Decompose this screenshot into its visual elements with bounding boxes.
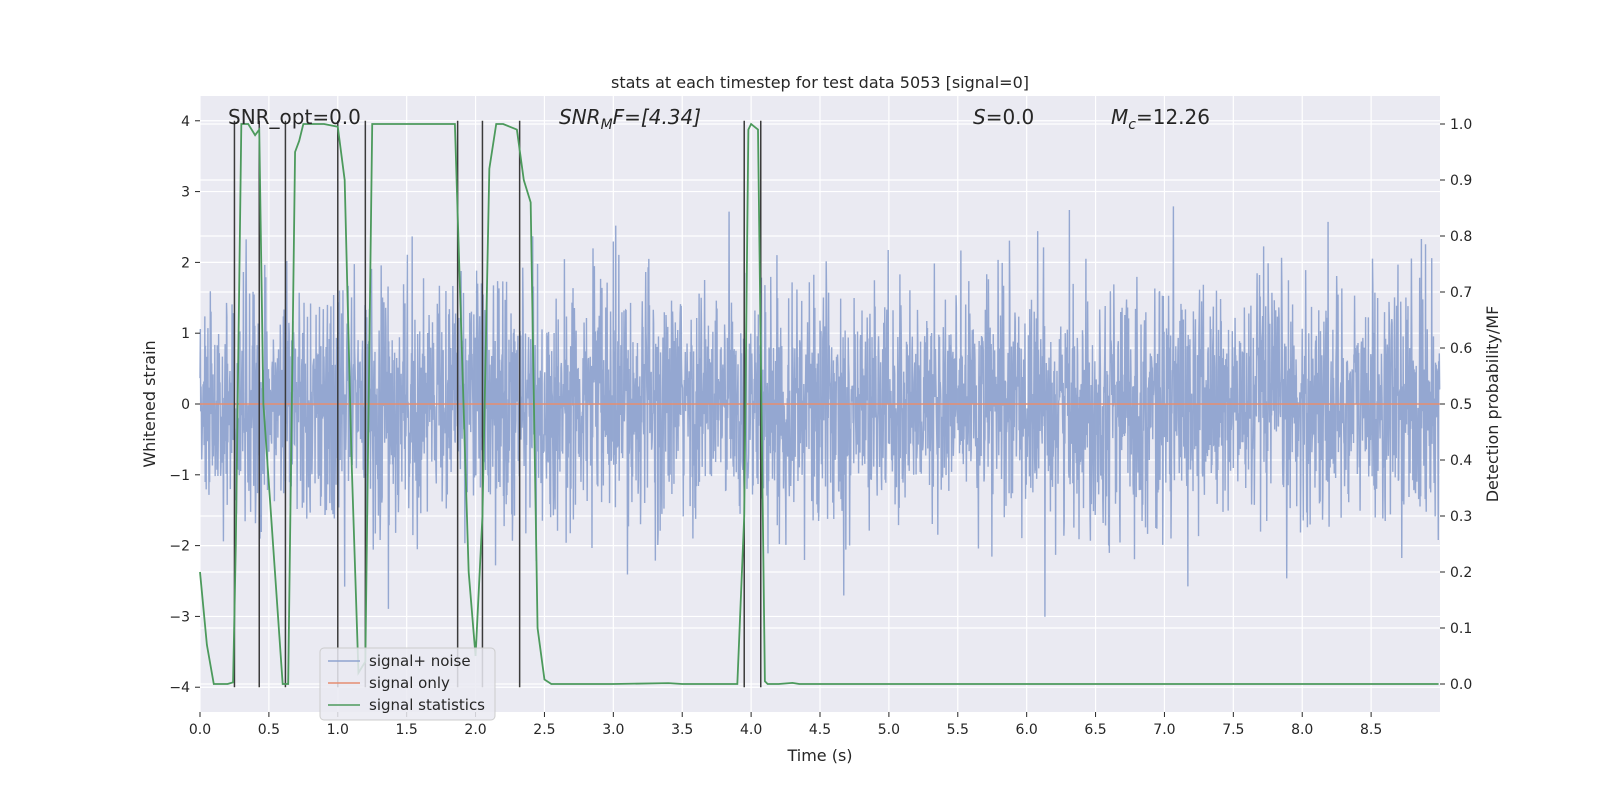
- y-right-tick-label-9: 0.9: [1450, 173, 1472, 189]
- legend-label-signal-only: signal only: [369, 674, 450, 692]
- y-right-tick-label-5: 0.5: [1450, 397, 1472, 413]
- legend-label-signal-statistics: signal statistics: [369, 696, 485, 714]
- annotation-s: S=0.0: [973, 105, 1034, 129]
- x-tick-label-6: 3.0: [602, 722, 624, 738]
- annotation-mc-name: M: [1111, 105, 1128, 129]
- annotation-mc: Mc=12.26: [1111, 105, 1210, 133]
- x-tick-label-0: 0.0: [189, 722, 211, 738]
- y-left-tick-label-0: −4: [169, 680, 190, 696]
- y-left-axis-label: Whitened strain: [140, 340, 159, 467]
- x-tick-label-3: 1.5: [396, 722, 418, 738]
- x-tick-label-1: 0.5: [258, 722, 280, 738]
- x-axis-ticks: 0.0 0.5 1.0 1.5 2.0 2.5 3.0 3.5 4.0 4.5 5.0 5.5 6.0 6…: [189, 712, 1382, 738]
- annotation-snr-mf-name: SNR: [559, 105, 601, 129]
- x-tick-label-2: 1.0: [327, 722, 349, 738]
- annotation-snr-mf-value: F=[4.34]: [613, 105, 701, 129]
- y-left-axis-ticks: −4 −3 −2 −1 0 1 2 3 4: [169, 114, 200, 696]
- annotation-mc-value: =12.26: [1136, 105, 1210, 129]
- x-tick-label-7: 3.5: [671, 722, 693, 738]
- x-tick-label-5: 2.5: [533, 722, 555, 738]
- y-left-tick-label-5: 1: [181, 326, 190, 342]
- annotation-snr-mf: SNRMF=[4.34]: [559, 105, 701, 133]
- x-tick-label-8: 4.0: [740, 722, 762, 738]
- y-right-tick-label-4: 0.4: [1450, 453, 1472, 469]
- x-tick-label-14: 7.0: [1153, 722, 1175, 738]
- series-signal-noise: [199, 206, 1441, 617]
- annotation-s-name: S: [973, 105, 986, 129]
- x-tick-label-9: 4.5: [809, 722, 831, 738]
- y-left-tick-label-6: 2: [181, 255, 190, 271]
- y-left-tick-label-3: −1: [169, 468, 190, 484]
- x-tick-label-11: 5.5: [947, 722, 969, 738]
- y-right-tick-label-3: 0.3: [1450, 509, 1472, 525]
- x-tick-label-12: 6.0: [1016, 722, 1038, 738]
- legend: signal+ noise signal only signal statist…: [319, 647, 496, 721]
- y-right-tick-label-7: 0.7: [1450, 285, 1472, 301]
- signal-statistics-line: [199, 122, 1439, 685]
- y-right-axis-label: Detection probability/MF: [1483, 306, 1502, 503]
- annotation-snr-opt: SNR_opt=0.0: [228, 105, 361, 129]
- y-right-tick-label-6: 0.6: [1450, 341, 1472, 357]
- legend-box: [319, 647, 496, 721]
- chart-title: stats at each timestep for test data 505…: [611, 73, 1029, 92]
- annotation-s-value: =0.0: [986, 105, 1035, 129]
- x-axis-label: Time (s): [786, 746, 852, 765]
- x-tick-label-13: 6.5: [1084, 722, 1106, 738]
- y-left-tick-label-7: 3: [181, 185, 190, 201]
- annotation-mc-sub: c: [1128, 117, 1136, 133]
- y-right-axis-ticks: 0.0 0.1 0.2 0.3 0.4 0.5 0.6 0.7 0.8 0.9 1.0: [1440, 117, 1472, 693]
- y-left-tick-label-1: −3: [169, 609, 190, 625]
- y-right-tick-label-10: 1.0: [1450, 117, 1472, 133]
- y-right-tick-label-0: 0.0: [1450, 677, 1472, 693]
- x-tick-label-4: 2.0: [464, 722, 486, 738]
- x-tick-label-10: 5.0: [878, 722, 900, 738]
- x-tick-label-15: 7.5: [1222, 722, 1244, 738]
- y-left-tick-label-4: 0: [181, 397, 190, 413]
- y-left-tick-label-8: 4: [181, 114, 190, 130]
- x-tick-label-17: 8.5: [1360, 722, 1382, 738]
- signal-noise-line: [199, 206, 1441, 617]
- x-tick-label-16: 8.0: [1291, 722, 1313, 738]
- annotation-snr-mf-sub: M: [601, 117, 613, 133]
- y-left-tick-label-2: −2: [169, 539, 190, 555]
- legend-label-signal-noise: signal+ noise: [369, 652, 471, 670]
- y-right-tick-label-2: 0.2: [1450, 565, 1472, 581]
- y-right-tick-label-8: 0.8: [1450, 229, 1472, 245]
- y-right-tick-label-1: 0.1: [1450, 621, 1472, 637]
- series-signal-statistics: [199, 122, 1439, 685]
